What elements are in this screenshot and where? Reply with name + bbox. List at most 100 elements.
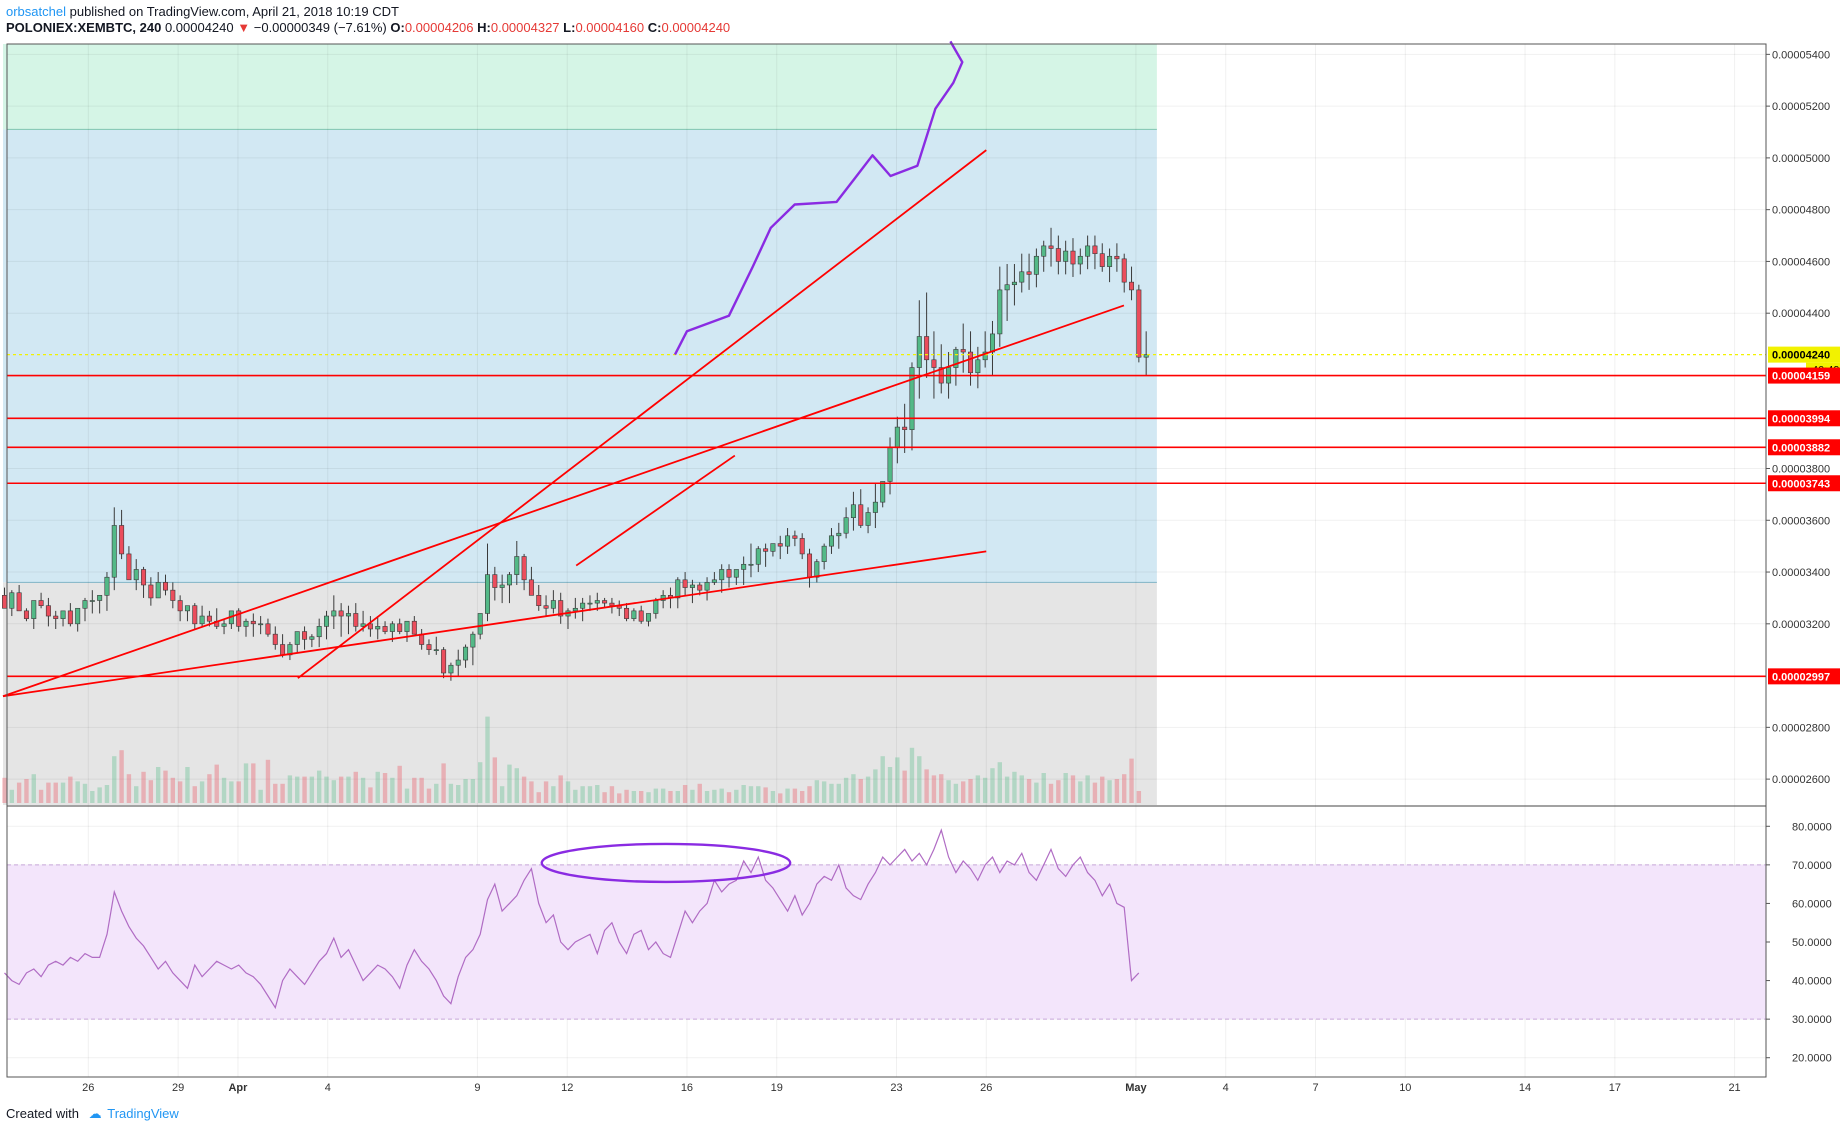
candle-body — [1026, 271, 1032, 275]
volume-bar — [119, 750, 124, 803]
candle-body — [960, 349, 966, 353]
rsi-line — [4, 828, 1140, 1010]
volume-bar — [690, 789, 695, 803]
volume-bar — [177, 781, 183, 803]
volume-bar — [558, 775, 563, 803]
volume-bar — [529, 781, 534, 803]
y-tick-label: 0.00003800 — [1772, 464, 1830, 476]
volume-bar — [1004, 776, 1010, 803]
volume-bar — [617, 793, 622, 803]
volume-bar — [1063, 773, 1068, 803]
candle-body — [324, 615, 330, 627]
x-tick-label: 7 — [1312, 1082, 1318, 1094]
published-text: published on TradingView.com, April 21, … — [69, 4, 399, 19]
candle-body — [609, 602, 615, 606]
volume-bar — [221, 777, 227, 803]
tradingview-brand-link[interactable]: TradingView — [107, 1106, 179, 1121]
x-tick-label: 12 — [561, 1082, 573, 1094]
volume-bar — [412, 777, 417, 803]
trendline-1 — [2, 304, 1125, 698]
y-tick-label: 0.00003600 — [1772, 515, 1830, 527]
volume-bar — [792, 788, 798, 803]
volume-bar — [1056, 780, 1061, 803]
volume-bar — [990, 768, 995, 803]
chart-header: orbsatchel published on TradingView.com,… — [6, 4, 730, 38]
volume-bar — [565, 781, 571, 803]
low-label: L: — [563, 20, 576, 35]
zone-0 — [3, 44, 1157, 130]
volume-bar — [280, 783, 285, 803]
rsi-tick-label: 80.0000 — [1792, 821, 1832, 833]
volume-bar — [258, 789, 263, 803]
volume-bar — [821, 781, 827, 803]
candle-body — [872, 501, 878, 513]
close-label: C: — [647, 20, 662, 35]
axis-layer: 0.00005400 0.00005200 0.00005000 0.00004800… — [6, 43, 1840, 1094]
candle-body — [843, 517, 849, 534]
volume-bar — [712, 789, 717, 803]
candle-body — [1070, 250, 1076, 265]
volume-bar — [485, 716, 490, 803]
close-value: 0.00004240 — [661, 20, 731, 35]
candle-body — [1114, 255, 1120, 260]
candle-body — [646, 613, 652, 622]
author-link[interactable]: orbsatchel — [6, 4, 66, 19]
candle-body — [163, 582, 168, 591]
x-tick-label: 17 — [1609, 1082, 1621, 1094]
candle-body — [792, 535, 798, 539]
volume-bar — [675, 791, 680, 803]
candle-body — [426, 644, 432, 650]
x-tick-label: 26 — [980, 1082, 992, 1094]
candle-body — [550, 600, 556, 609]
volume-bar — [141, 771, 146, 803]
volume-bar — [946, 780, 951, 803]
x-tick-label: 21 — [1728, 1082, 1740, 1094]
candle-body — [38, 600, 44, 606]
volume-bar — [997, 762, 1002, 803]
candle-body — [382, 626, 388, 632]
candle-body — [528, 579, 534, 596]
candle-body — [741, 563, 747, 570]
zone-1 — [3, 129, 1157, 583]
volume-bar — [331, 780, 337, 803]
volume-bar — [16, 782, 22, 803]
volume-bar — [75, 781, 80, 803]
candle-body — [119, 525, 125, 555]
volume-bar — [60, 782, 66, 803]
candle-body — [704, 582, 710, 591]
candle-body — [53, 615, 59, 619]
candle-body — [697, 584, 703, 591]
tradingview-logo-icon[interactable]: ☁ — [88, 1106, 102, 1121]
volume-bar — [82, 783, 88, 803]
candle-body — [345, 613, 351, 617]
chart-canvas[interactable]: 0.00005400 0.00005200 0.00005000 0.00004800… — [0, 0, 1842, 1100]
volume-bar — [843, 777, 849, 803]
volume-bar — [1092, 782, 1098, 803]
volume-bar — [448, 783, 454, 803]
volume-bar — [316, 770, 322, 803]
candle-body — [916, 336, 922, 368]
candle-body — [338, 610, 344, 617]
candle-body — [367, 623, 373, 630]
volume-bar — [1136, 791, 1142, 803]
rsi-tick-label: 50.0000 — [1792, 937, 1832, 949]
candle-body — [894, 426, 900, 449]
volume-bar — [982, 777, 988, 803]
volume-bar — [155, 767, 161, 803]
volume-bar — [243, 763, 249, 803]
volume-bar — [499, 786, 505, 803]
y-tick-label: 0.00004800 — [1772, 205, 1830, 217]
volume-bar — [90, 791, 95, 803]
trendline-3 — [575, 454, 736, 567]
candle-body — [506, 574, 512, 586]
volume-bar — [961, 781, 966, 803]
candle-body — [375, 626, 381, 630]
candle-body — [536, 595, 542, 606]
price-label-2: 0.00003994 — [1772, 413, 1831, 425]
candle-body — [580, 602, 586, 609]
volume-bar — [214, 764, 219, 803]
candle-body — [89, 600, 95, 602]
candle-body — [309, 636, 315, 640]
candle-body — [1019, 271, 1025, 283]
candle-body — [653, 600, 659, 614]
